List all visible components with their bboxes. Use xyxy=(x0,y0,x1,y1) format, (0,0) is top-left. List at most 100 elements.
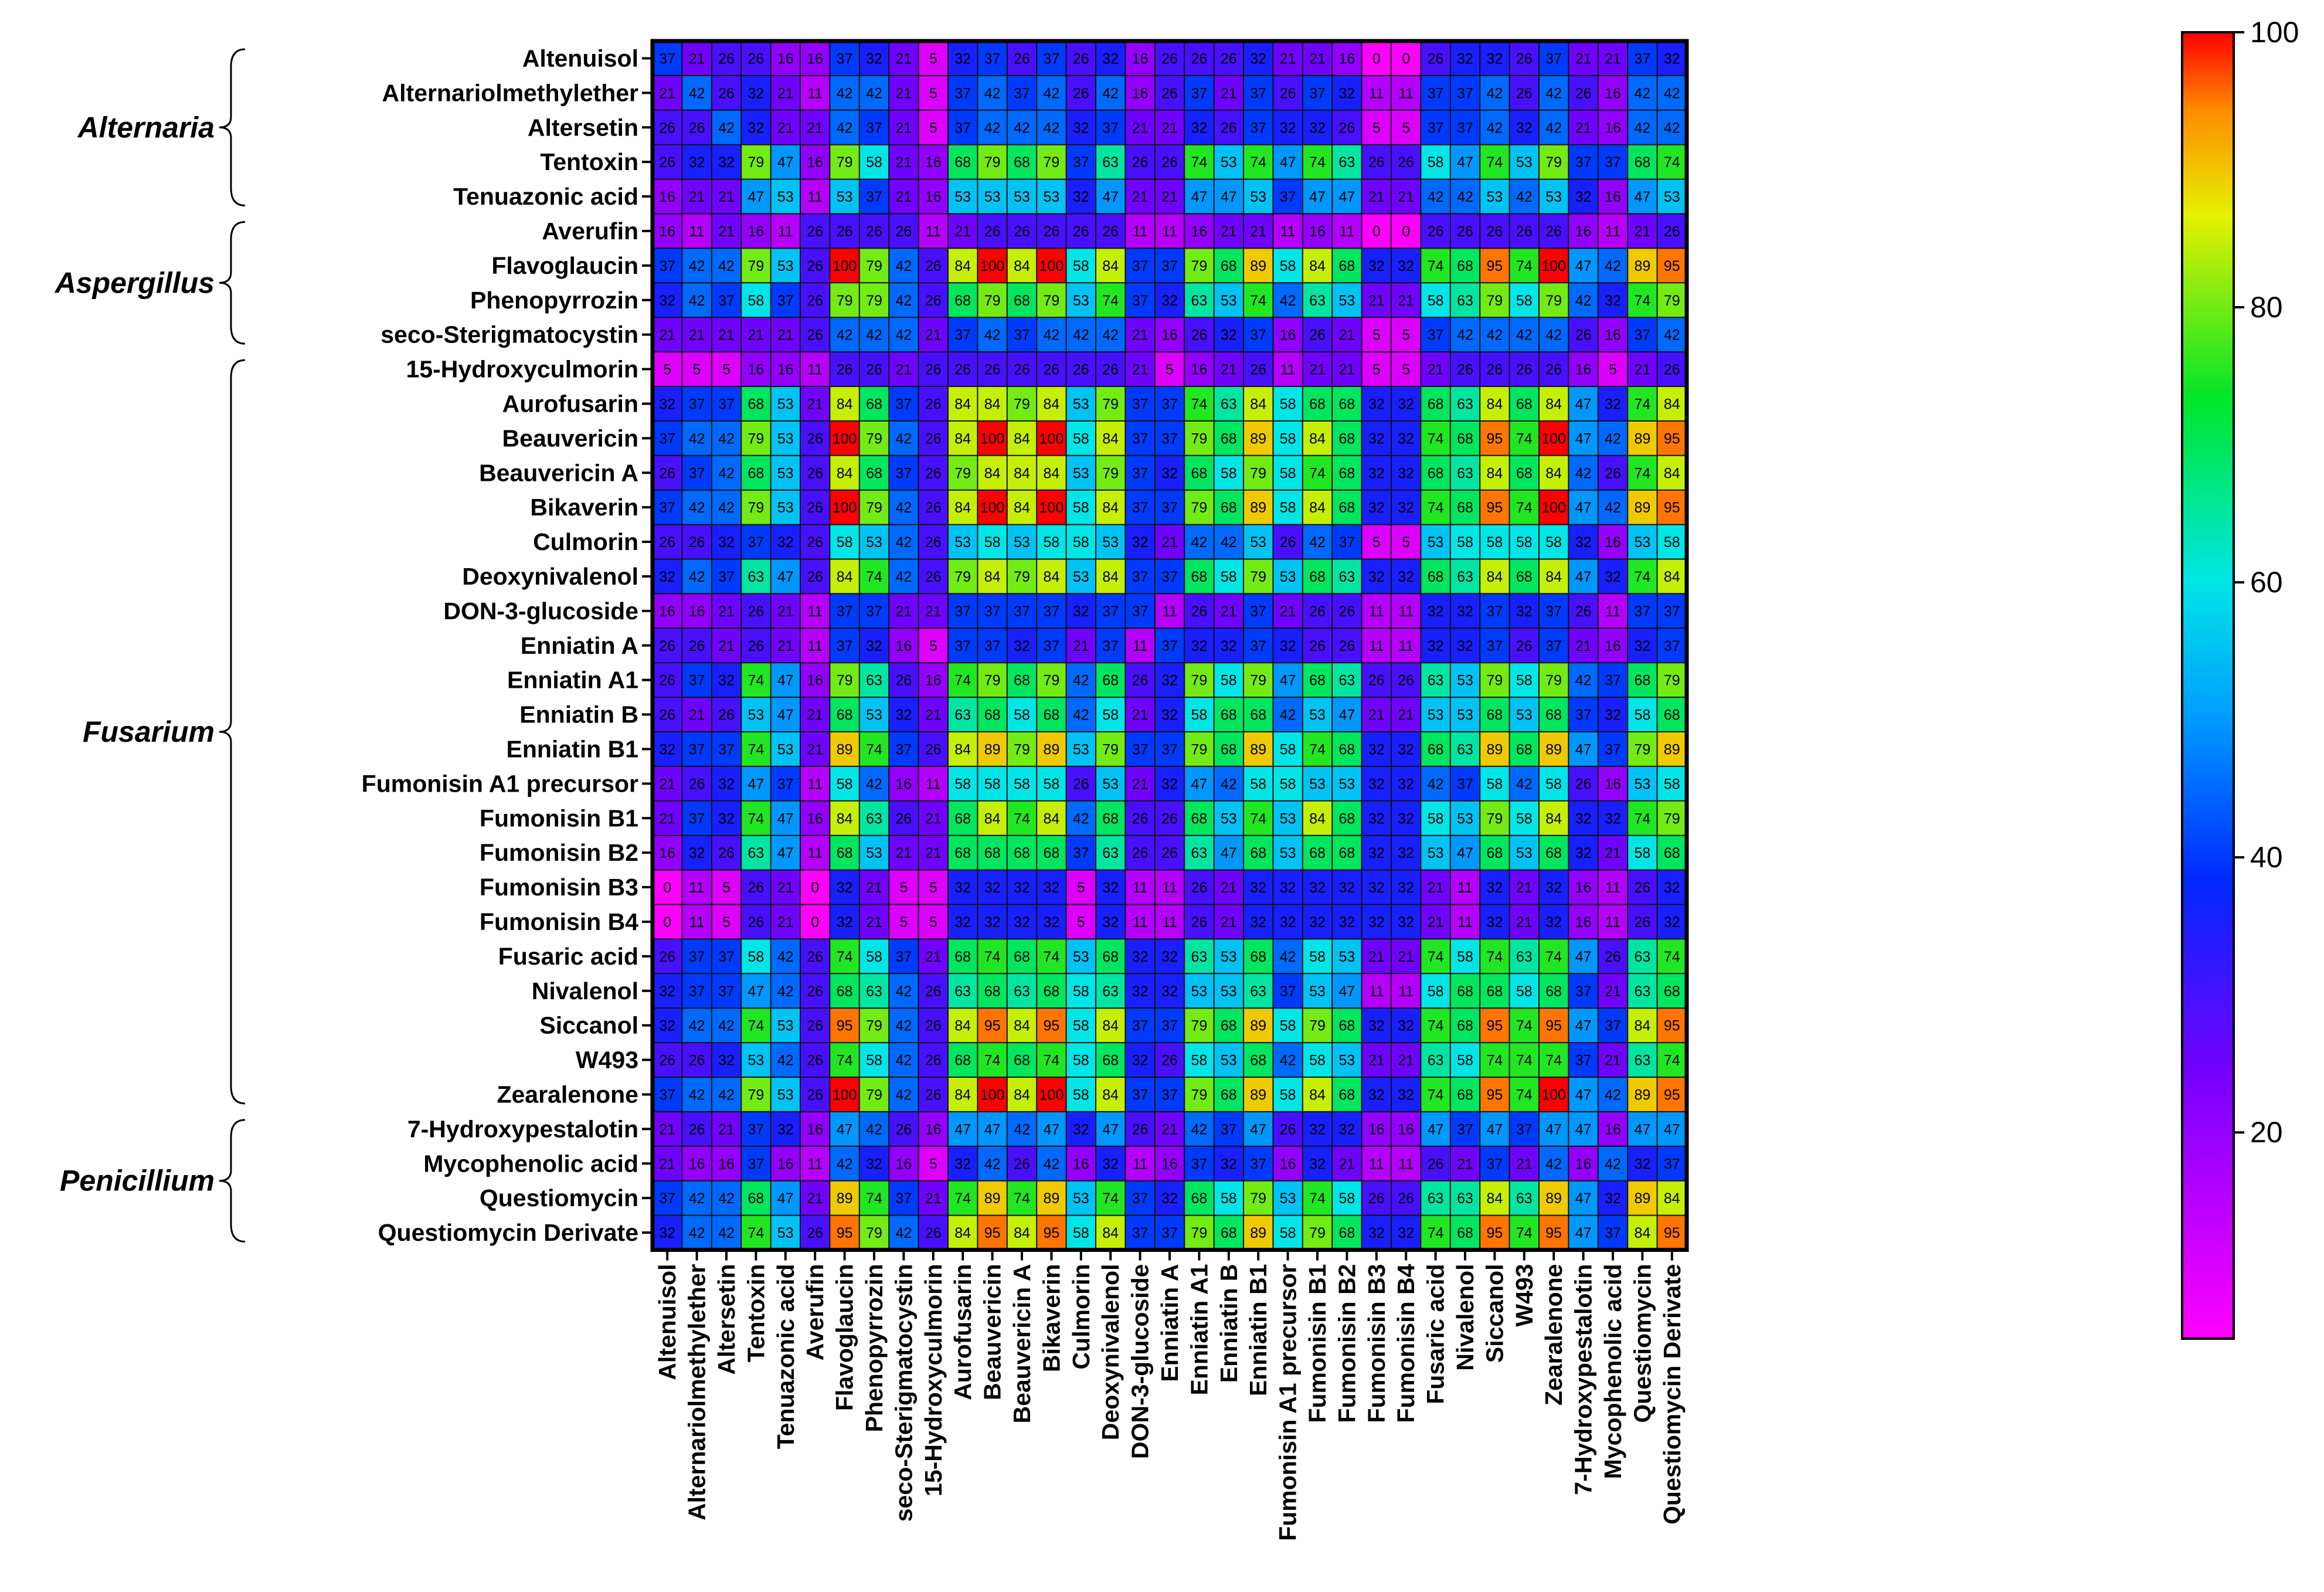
cell-value-label: 95 xyxy=(1486,1225,1503,1241)
cell-value-label: 42 xyxy=(1043,327,1059,344)
cell-value-label: 63 xyxy=(1102,154,1119,171)
heatmap-cell xyxy=(830,559,859,594)
cell-value-label: 5 xyxy=(899,880,908,896)
heatmap-cell xyxy=(741,386,771,421)
heatmap-cell xyxy=(800,663,830,698)
cell-value-label: 47 xyxy=(777,569,794,585)
heatmap-cell xyxy=(859,732,889,766)
cell-value-label: 79 xyxy=(1191,673,1207,689)
cell-value-label: 53 xyxy=(777,1225,794,1241)
heatmap-cell xyxy=(977,628,1007,663)
cell-value-label: 32 xyxy=(1398,258,1414,274)
row-label: 7-Hydroxypestalotin xyxy=(407,1115,638,1142)
heatmap-cell xyxy=(889,800,919,836)
column-label: Questiomycin Derivate xyxy=(1659,1264,1686,1525)
cell-value-label: 63 xyxy=(1338,569,1355,585)
heatmap-cell xyxy=(1096,283,1126,318)
cell-value-label: 37 xyxy=(1457,120,1473,136)
cell-value-label: 53 xyxy=(1073,396,1089,412)
cell-value-label: 37 xyxy=(1545,603,1562,620)
heatmap-cell xyxy=(1007,766,1037,801)
heatmap-cell xyxy=(859,352,889,386)
cell-value-label: 68 xyxy=(1102,810,1119,827)
cell-value-label: 37 xyxy=(1605,741,1621,758)
cell-value-label: 37 xyxy=(837,638,853,654)
cell-value-label: 100 xyxy=(980,1087,1005,1103)
cell-value-label: 16 xyxy=(1161,327,1178,344)
cell-value-label: 21 xyxy=(895,362,912,378)
cell-value-label: 79 xyxy=(1486,810,1503,827)
row-label: Fumonisin A1 precursor xyxy=(362,770,638,797)
heatmap-cell xyxy=(1539,213,1569,249)
cell-value-label: 53 xyxy=(1280,845,1296,861)
cell-value-label: 37 xyxy=(1486,1156,1503,1172)
heatmap-cell xyxy=(711,973,742,1009)
cell-value-label: 32 xyxy=(866,1156,882,1172)
cell-value-label: 21 xyxy=(866,914,882,931)
heatmap-cell xyxy=(1066,870,1096,905)
cell-value-label: 21 xyxy=(718,1121,735,1138)
cell-value-label: 95 xyxy=(837,1225,853,1241)
heatmap-cell xyxy=(1391,386,1421,421)
heatmap-cell xyxy=(1243,179,1273,214)
cell-value-label: 68 xyxy=(1486,845,1503,861)
cell-value-label: 37 xyxy=(1486,638,1503,654)
cell-value-label: 53 xyxy=(1634,776,1650,792)
cell-value-label: 26 xyxy=(807,949,823,965)
heatmap-cell xyxy=(918,593,948,629)
cell-value-label: 42 xyxy=(1280,293,1296,309)
cell-value-label: 32 xyxy=(1221,638,1237,654)
heatmap-cell xyxy=(711,144,742,179)
cell-value-label: 32 xyxy=(1368,845,1385,861)
cell-value-label: 21 xyxy=(1605,50,1621,67)
heatmap-cell xyxy=(977,663,1007,698)
heatmap-cell xyxy=(1421,317,1450,352)
cell-value-label: 63 xyxy=(1309,293,1326,309)
cell-value-label: 26 xyxy=(1428,223,1444,240)
cell-value-label: 26 xyxy=(659,638,675,654)
cell-value-label: 26 xyxy=(1043,362,1059,378)
heatmap-cell xyxy=(918,317,948,352)
heatmap-cell xyxy=(770,248,800,283)
cell-value-label: 42 xyxy=(895,258,912,274)
heatmap-cell xyxy=(1361,317,1391,352)
heatmap-cell xyxy=(1037,904,1066,939)
cell-value-label: 32 xyxy=(1545,914,1562,931)
cell-value-label: 26 xyxy=(1221,50,1237,67)
heatmap-cell xyxy=(1302,75,1333,110)
cell-value-label: 37 xyxy=(1132,1087,1149,1103)
cell-value-label: 26 xyxy=(1191,603,1207,620)
column-label: Nivalenol xyxy=(1452,1264,1479,1371)
heatmap-cell xyxy=(1509,663,1539,698)
cell-value-label: 32 xyxy=(1309,1156,1326,1172)
heatmap-cell xyxy=(1125,455,1155,490)
heatmap-cell xyxy=(1066,420,1096,456)
heatmap-cell xyxy=(1125,524,1155,559)
heatmap-cell xyxy=(977,697,1007,732)
heatmap-cell xyxy=(682,144,712,179)
heatmap-cell xyxy=(1391,179,1421,214)
cell-value-label: 11 xyxy=(689,223,705,240)
cell-value-label: 26 xyxy=(807,430,823,447)
cell-value-label: 53 xyxy=(1073,569,1089,585)
cell-value-label: 95 xyxy=(984,1018,1001,1034)
cell-value-label: 37 xyxy=(1664,638,1680,654)
heatmap-cell xyxy=(1037,420,1066,456)
heatmap-cell xyxy=(1332,213,1362,249)
heatmap-cell xyxy=(1302,559,1333,594)
cell-value-label: 26 xyxy=(925,1087,942,1103)
heatmap-cell xyxy=(770,939,800,974)
cell-value-label: 37 xyxy=(718,396,735,412)
heatmap-cell xyxy=(1539,248,1569,283)
cell-value-label: 47 xyxy=(954,1121,971,1138)
cell-value-label: 58 xyxy=(1073,1087,1089,1103)
cell-value-label: 53 xyxy=(1102,776,1119,792)
cell-value-label: 26 xyxy=(1132,154,1149,171)
cell-value-label: 95 xyxy=(1664,1018,1680,1034)
cell-value-label: 79 xyxy=(1102,465,1119,481)
heatmap-cell xyxy=(1657,628,1687,663)
cell-value-label: 37 xyxy=(1043,603,1059,620)
heatmap-cell xyxy=(1007,939,1037,974)
cell-value-label: 68 xyxy=(1457,983,1473,1000)
cell-value-label: 63 xyxy=(866,983,882,1000)
